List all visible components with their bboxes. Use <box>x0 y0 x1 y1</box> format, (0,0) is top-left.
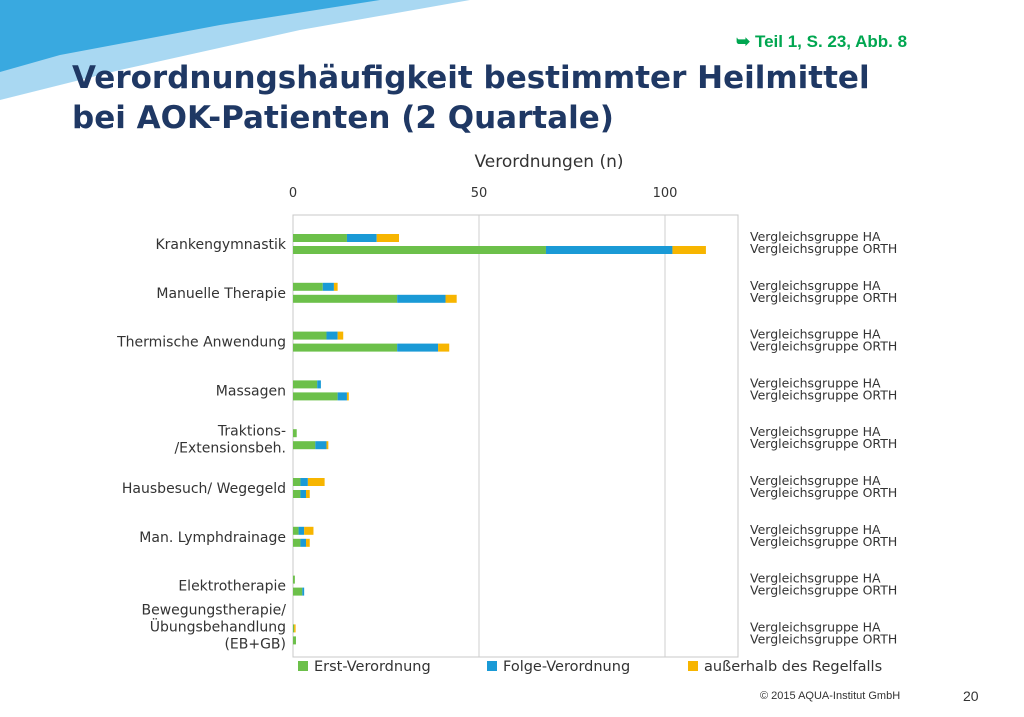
category-label: Massagen <box>216 383 286 399</box>
plot-frame <box>292 214 739 658</box>
bar-segment <box>326 441 329 450</box>
bar-segment <box>293 636 296 645</box>
bar-segment <box>293 380 318 389</box>
group-label: Vergleichsgruppe ORTH <box>750 534 897 549</box>
bar-segment <box>307 478 325 486</box>
bar-segment <box>304 526 314 535</box>
bar-segment <box>293 331 327 340</box>
bar-segment <box>293 246 546 254</box>
group-label: Vergleichsgruppe HA <box>750 473 881 488</box>
legend-label: Erst-Verordnung <box>314 659 431 675</box>
bar-segment <box>306 538 310 547</box>
decor-wave-front <box>0 0 380 72</box>
group-label: Vergleichsgruppe HA <box>750 619 881 634</box>
bar-segment <box>293 526 299 535</box>
bar-segment <box>315 441 327 450</box>
bar-segment <box>293 343 398 352</box>
bar-segment <box>293 624 295 633</box>
category-label: Elektrotherapie <box>178 579 286 595</box>
x-tick-label: 50 <box>471 186 488 201</box>
bar-segment <box>293 490 301 498</box>
group-label: Vergleichsgruppe HA <box>750 375 881 390</box>
bar-segment <box>293 234 347 242</box>
category-label: Bewegungstherapie/ <box>141 602 286 618</box>
group-label: Vergleichsgruppe HA <box>750 522 881 537</box>
legend-label: Folge-Verordnung <box>503 659 630 675</box>
category-label: /Extensionsbeh. <box>174 441 286 457</box>
bar-segment <box>322 282 334 291</box>
bar-segment <box>306 490 310 498</box>
bar-segment <box>293 538 301 547</box>
legend-swatch <box>487 661 497 671</box>
bar-segment <box>346 234 377 242</box>
bar-segment <box>445 294 457 303</box>
copyright-text: © 2015 AQUA-Institut GmbH <box>760 690 901 702</box>
bar-segment <box>326 331 338 340</box>
bar-segment <box>293 392 338 401</box>
category-label: Traktions- <box>217 424 286 440</box>
group-label: Vergleichsgruppe HA <box>750 229 881 244</box>
group-label: Vergleichsgruppe ORTH <box>750 436 897 451</box>
bar-segment <box>337 392 347 401</box>
bar-segment <box>397 343 439 352</box>
category-label: Hausbesuch/ Wegegeld <box>122 481 286 497</box>
bar-segment <box>298 526 305 535</box>
bar-segment <box>293 587 303 596</box>
category-label: Thermische Anwendung <box>116 335 286 351</box>
category-label: Man. Lymphdrainage <box>139 530 286 546</box>
x-axis-title: Verordnungen (n) <box>474 152 623 172</box>
bar-segment <box>397 294 446 303</box>
bar-segment <box>293 441 316 450</box>
group-label: Vergleichsgruppe ORTH <box>750 485 897 500</box>
legend-label: außerhalb des Regelfalls <box>704 659 882 675</box>
bar-segment <box>300 538 307 547</box>
bar-segment <box>545 246 673 254</box>
bar-segment <box>672 246 706 254</box>
reference-note: ➥ Teil 1, S. 23, Abb. 8 <box>736 32 908 51</box>
bar-segment <box>333 282 338 291</box>
category-label: Manuelle Therapie <box>156 286 286 302</box>
category-label: (EB+GB) <box>224 636 286 652</box>
group-label: Vergleichsgruppe HA <box>750 424 881 439</box>
bar-segment <box>317 380 321 389</box>
x-tick-label: 0 <box>289 186 297 201</box>
bar-segment <box>302 587 305 596</box>
bar-segment <box>293 429 297 438</box>
bar-segment <box>300 490 307 498</box>
category-label: Krankengymnastik <box>155 237 286 253</box>
bar-segment <box>300 478 308 486</box>
group-label: Vergleichsgruppe ORTH <box>750 631 897 646</box>
page-number: 20 <box>963 688 979 704</box>
bar-segment <box>294 624 296 633</box>
group-label: Vergleichsgruppe ORTH <box>750 290 897 305</box>
group-label: Vergleichsgruppe ORTH <box>750 339 897 354</box>
bar-segment <box>337 331 344 340</box>
group-label: Vergleichsgruppe HA <box>750 327 881 342</box>
slide-title-line2: bei AOK-Patienten (2 Quartale) <box>72 100 614 136</box>
slide-title-line1: Verordnungshäufigkeit bestimmter Heilmit… <box>72 60 870 96</box>
legend-swatch <box>298 661 308 671</box>
bar-segment <box>293 575 295 584</box>
group-label: Vergleichsgruppe ORTH <box>750 241 897 256</box>
bar-segment <box>438 343 450 352</box>
bar-segment <box>293 478 301 486</box>
bar-segment <box>346 392 349 401</box>
category-label: Übungsbehandlung <box>150 617 286 635</box>
group-label: Vergleichsgruppe ORTH <box>750 387 897 402</box>
bar-segment <box>293 282 323 291</box>
legend-swatch <box>688 661 698 671</box>
group-label: Vergleichsgruppe HA <box>750 571 881 586</box>
x-tick-label: 100 <box>653 186 678 201</box>
slide-title: Verordnungshäufigkeit bestimmter Heilmit… <box>72 58 870 138</box>
group-label: Vergleichsgruppe HA <box>750 278 881 293</box>
bar-segment <box>293 294 398 303</box>
bar-segment <box>376 234 400 242</box>
group-label: Vergleichsgruppe ORTH <box>750 583 897 598</box>
